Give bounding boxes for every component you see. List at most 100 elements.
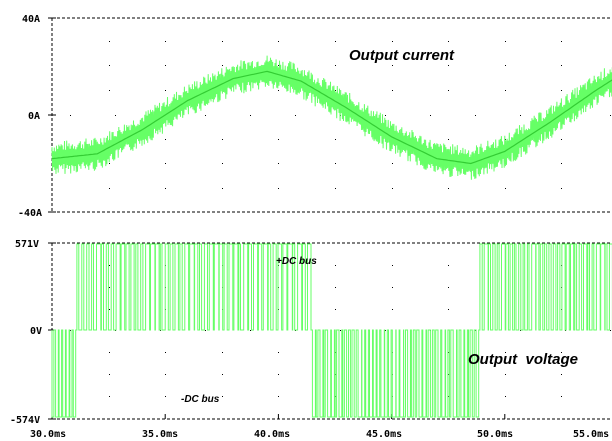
grid-dot [335,265,336,266]
grid-dot [278,188,279,189]
y-tick-current-zero: 0A [28,111,40,122]
x-tick-label: 35.0ms [142,429,178,440]
grid-dot [109,90,110,91]
grid-dot [561,65,562,66]
grid-dot [505,396,506,397]
grid-dot [335,309,336,310]
grid-dot [561,41,562,42]
grid-dot [70,115,71,116]
x-tick-label: 50.0ms [477,429,513,440]
x-tick-label: 30.0ms [30,429,66,440]
grid-dot [250,330,251,331]
grid-dot [385,330,386,331]
grid-dot [109,163,110,164]
grid-dot [505,352,506,353]
grid-dot [109,309,110,310]
grid-dot [505,139,506,140]
output-current-fundamental [51,70,612,165]
grid-dot [165,396,166,397]
x-tick-label: 40.0ms [254,429,290,440]
grid-dot [222,65,223,66]
grid-dot [70,330,71,331]
grid-dot [335,65,336,66]
grid-dot [222,188,223,189]
grid-dot [430,115,431,116]
grid-dot [278,41,279,42]
grid-dot [392,41,393,42]
grid-dot [205,115,206,116]
grid-dot [448,374,449,375]
grid-dot [561,396,562,397]
grid-dot [392,265,393,266]
grid-dot [335,188,336,189]
grid-dot [335,41,336,42]
y-tick-current-top: 40A [22,14,40,25]
grid-dot [335,163,336,164]
grid-dot [505,41,506,42]
grid-dot [115,115,116,116]
grid-dot [335,139,336,140]
grid-dot [561,374,562,375]
y-tick-voltage-zero: 0V [30,326,42,337]
grid-dot [392,188,393,189]
grid-dot [505,374,506,375]
grid-dot [505,65,506,66]
grid-dot [165,163,166,164]
grid-dot [505,188,506,189]
grid-dot [392,309,393,310]
grid-dot [222,374,223,375]
grid-dot [109,41,110,42]
grid-dot [520,115,521,116]
grid-dot [278,374,279,375]
grid-dot [278,65,279,66]
grid-dot [448,41,449,42]
grid-dot [165,374,166,375]
grid-dot [392,65,393,66]
grid-dot [278,352,279,353]
y-tick-current-bottom: -40A [18,208,42,219]
grid-dot [448,352,449,353]
x-tick-label: 45.0ms [366,429,402,440]
grid-dot [610,330,611,331]
y-tick-voltage-top: 571V [15,239,39,250]
grid-dot [448,287,449,288]
grid-dot [561,188,562,189]
grid-dot [340,330,341,331]
grid-dot [448,65,449,66]
grid-dot [278,163,279,164]
output-voltage-label: Output voltage [468,351,578,368]
grid-dot [222,352,223,353]
grid-dot [222,139,223,140]
grid-dot [278,139,279,140]
grid-dot [205,330,206,331]
grid-dot [109,287,110,288]
grid-dot [448,265,449,266]
grid-dot [109,396,110,397]
grid-dot [610,115,611,116]
grid-dot [335,287,336,288]
grid-dot [392,287,393,288]
grid-dot [165,352,166,353]
grid-dot [448,139,449,140]
grid-dot [448,396,449,397]
grid-dot [561,90,562,91]
grid-dot [448,90,449,91]
grid-dot [250,115,251,116]
grid-dot [392,163,393,164]
grid-dot [165,90,166,91]
grid-dot [165,188,166,189]
grid-dot [222,396,223,397]
grid-dot [109,65,110,66]
negative-dc-bus-label: -DC bus [181,394,220,405]
current-panel-frame [51,17,612,213]
grid-dot [109,352,110,353]
grid-dot [222,163,223,164]
grid-dot [109,188,110,189]
grid-dot [165,41,166,42]
grid-dot [505,90,506,91]
grid-dot [561,163,562,164]
y-tick-voltage-bottom: -574V [10,415,40,426]
grid-dot [109,374,110,375]
grid-dot [165,139,166,140]
